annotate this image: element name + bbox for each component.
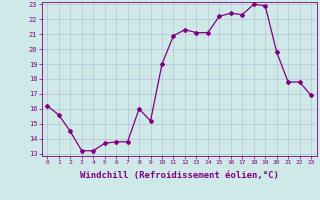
X-axis label: Windchill (Refroidissement éolien,°C): Windchill (Refroidissement éolien,°C)	[80, 171, 279, 180]
